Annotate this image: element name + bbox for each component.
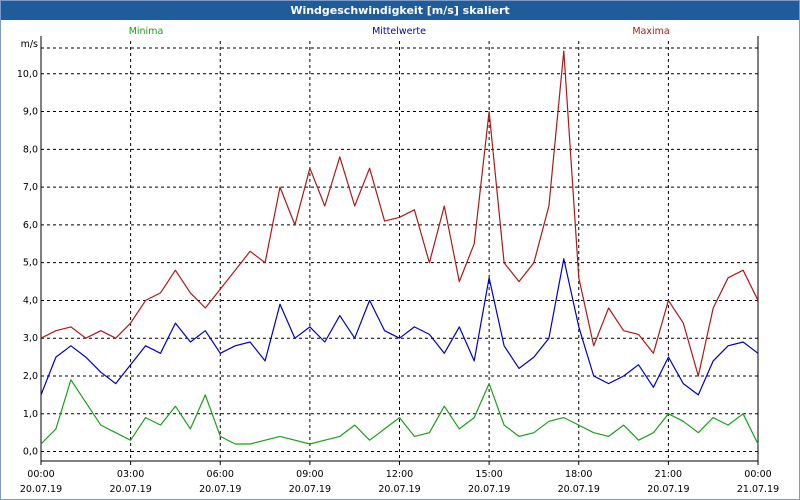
x-tick-date-label: 20.07.19 [378,484,420,495]
y-tick-label: 1,0 [23,409,38,420]
y-tick-label: 9,0 [23,107,38,118]
x-tick-time-label: 21:00 [655,469,682,480]
y-tick-label: 5,0 [23,258,38,269]
legend-mittelwerte: Mittelwerte [372,26,426,37]
x-tick-date-label: 20.07.19 [289,484,331,495]
series-line-maxima [40,50,759,377]
y-tick-label: 8,0 [23,144,38,155]
series-line-minima [40,379,759,445]
y-tick-label: 0,0 [23,447,38,458]
legend-minima: Minima [129,26,164,37]
y-tick-label: 6,0 [23,220,38,231]
x-tick-date-label: 20.07.19 [20,484,62,495]
x-tick-time-label: 09:00 [296,469,323,480]
x-tick-time-label: 03:00 [117,469,144,480]
x-tick-date-label: 20.07.19 [558,484,600,495]
y-tick-label: 2,0 [23,371,38,382]
y-tick-label: 10,0 [17,69,38,80]
x-tick-date-label: 20.07.19 [199,484,241,495]
y-tick-label: 3,0 [23,333,38,344]
chart-title: Windgeschwindigkeit [m/s] skaliert [1,1,799,20]
x-tick-time-label: 00:00 [27,469,54,480]
x-tick-date-label: 20.07.19 [468,484,510,495]
x-tick-time-label: 15:00 [475,469,502,480]
x-tick-date-label: 20.07.19 [109,484,151,495]
x-tick-time-label: 06:00 [207,469,234,480]
legend-maxima: Maxima [632,26,669,37]
x-tick-date-label: 20.07.19 [647,484,689,495]
x-tick-time-label: 18:00 [565,469,592,480]
x-tick-time-label: 00:00 [744,469,771,480]
y-tick-label: 7,0 [23,182,38,193]
x-tick-time-label: 12:00 [386,469,413,480]
y-tick-label: 4,0 [23,295,38,306]
y-axis-unit-label: m/s [21,39,38,50]
x-tick-date-label: 21.07.19 [737,484,779,495]
series-line-mittelwerte [40,258,759,396]
